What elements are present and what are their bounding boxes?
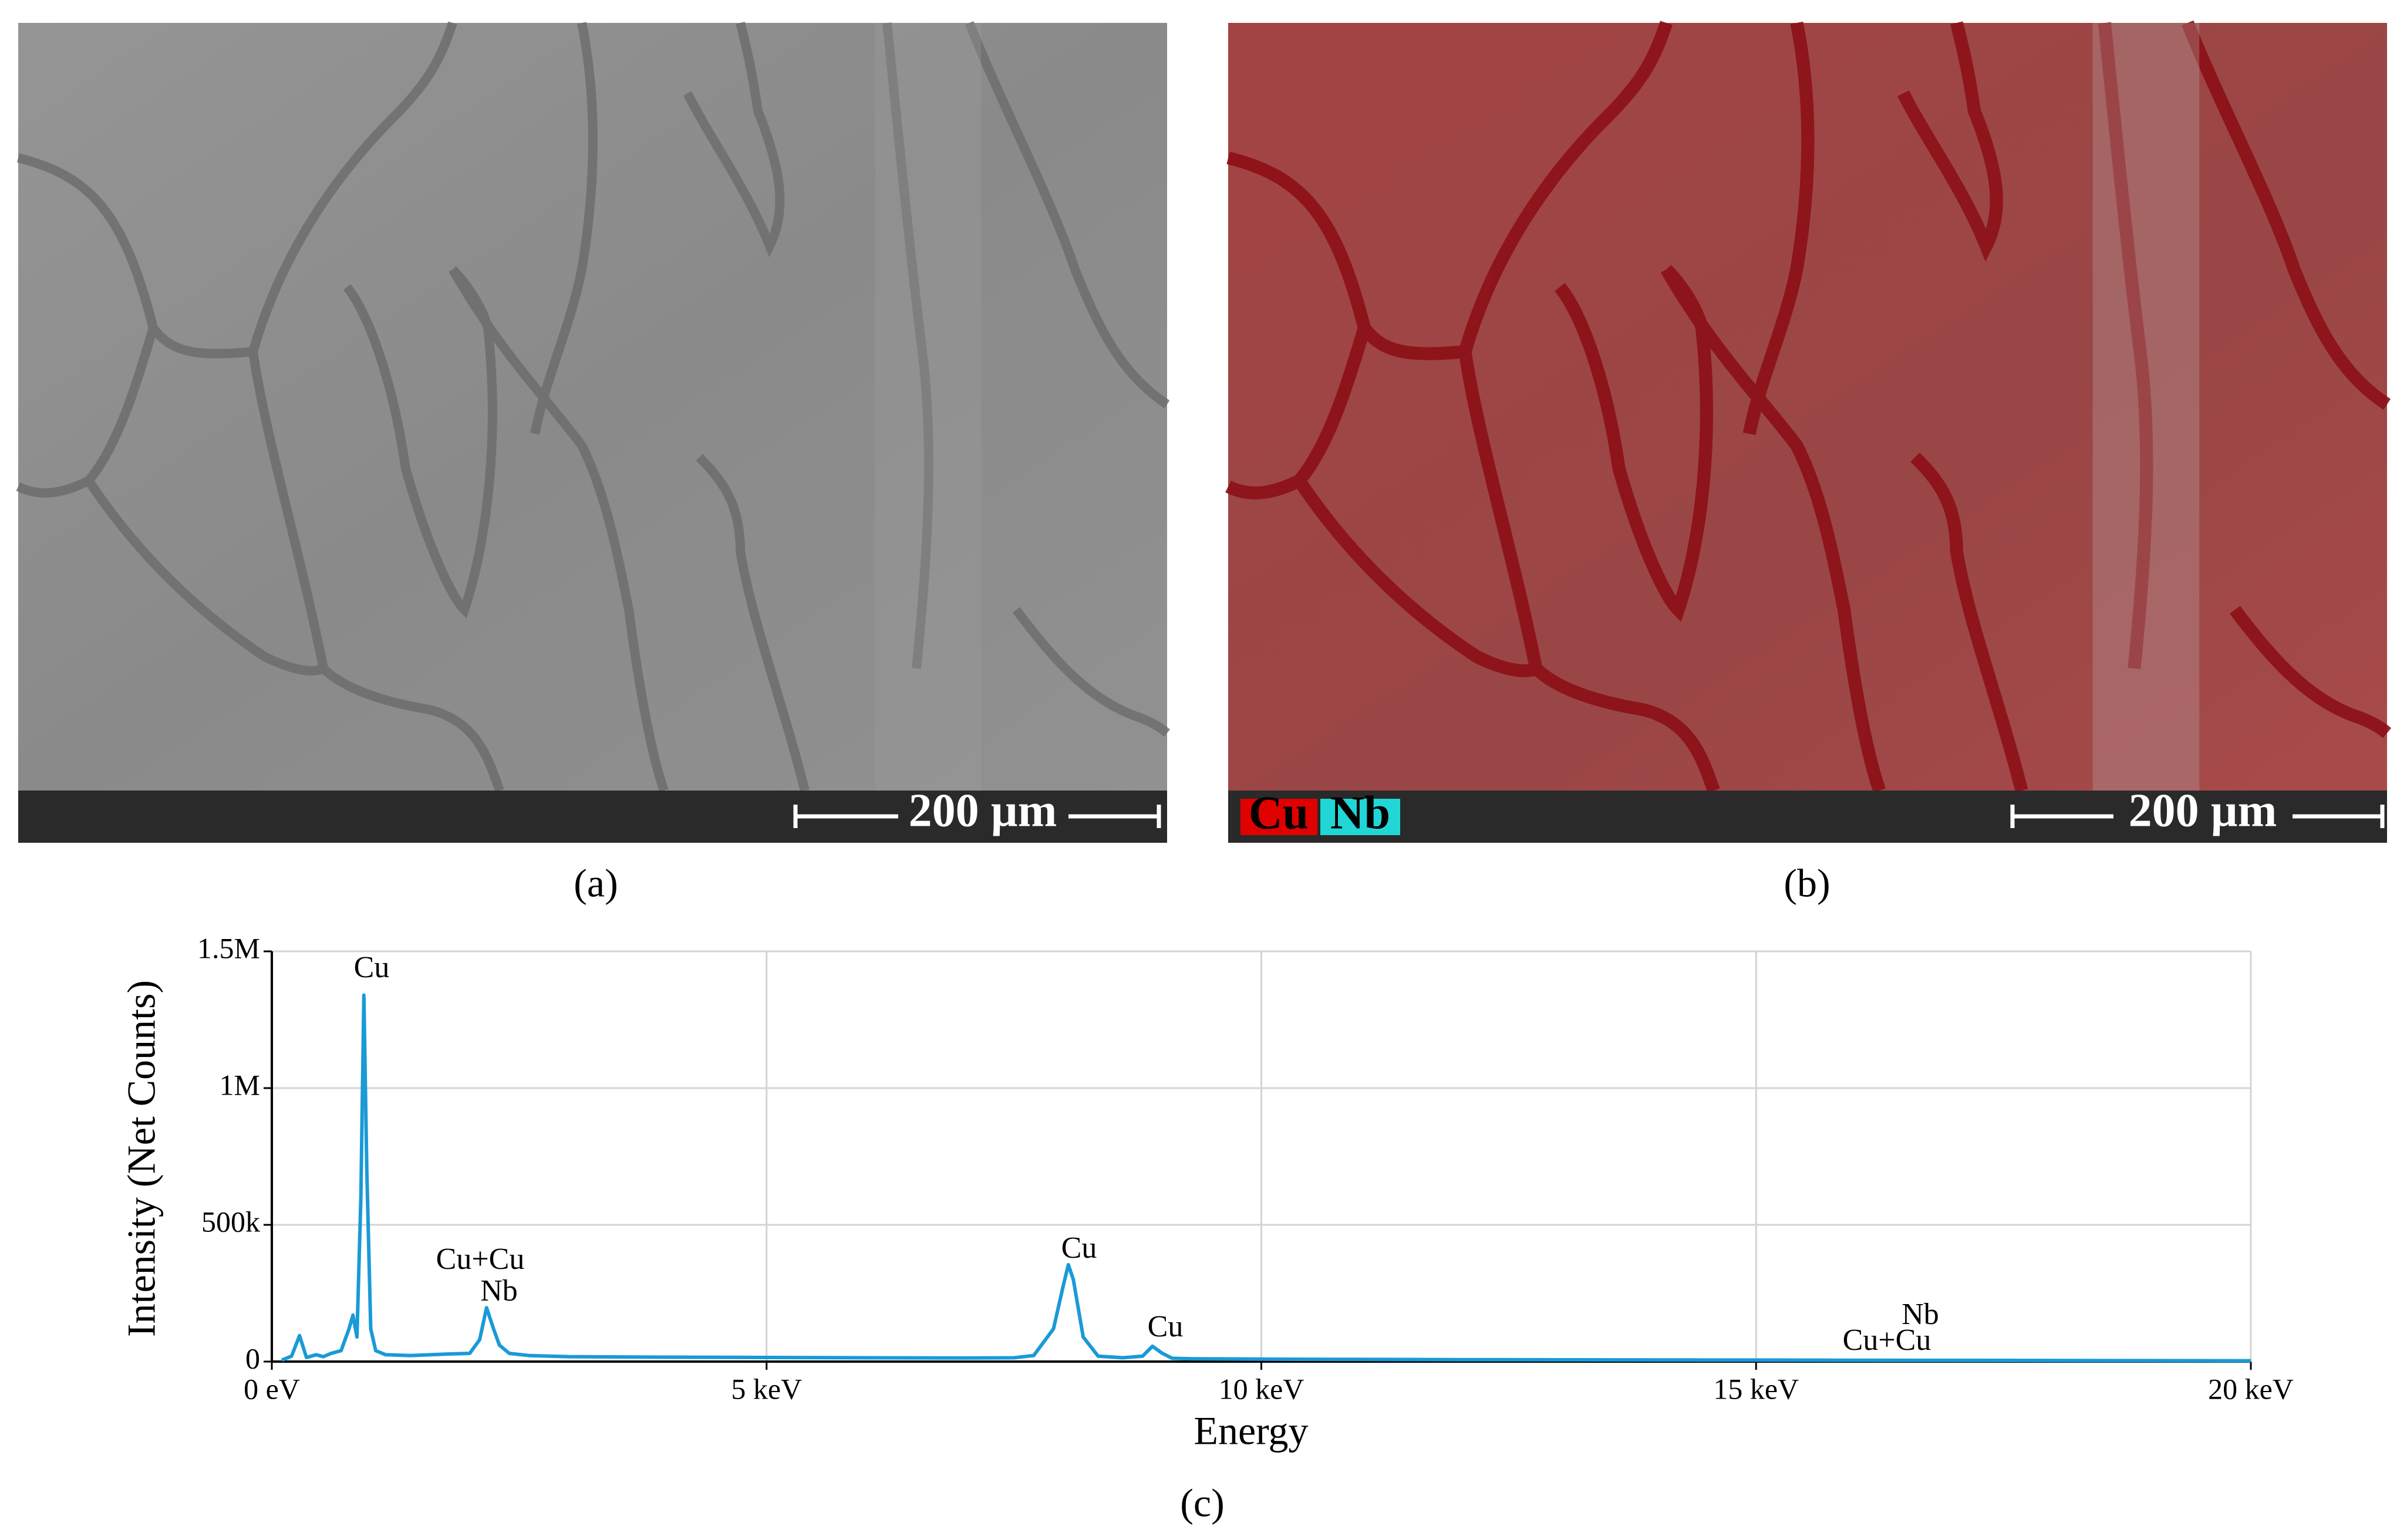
- scale-bar-label: 200 µm: [909, 785, 1057, 836]
- streak: [2092, 23, 2200, 791]
- info-bar: [1228, 791, 2387, 843]
- peak-label: Cu+Cu: [436, 1242, 525, 1276]
- scale-bar-label: 200 µm: [2129, 785, 2277, 836]
- x-tick-label: 20 keV: [2208, 1372, 2294, 1405]
- legend-swatch: [1240, 799, 1317, 835]
- panel-label: (c): [1180, 1481, 1224, 1525]
- info-bar: [18, 791, 1167, 843]
- legend-label: Nb: [1330, 787, 1390, 839]
- micrograph-a: [18, 23, 1167, 791]
- peak-label: Cu+Cu: [1843, 1323, 1931, 1357]
- streak: [875, 23, 981, 791]
- y-tick-label: 1.5M: [197, 931, 260, 964]
- panel-label: (b): [1784, 861, 1830, 906]
- spectrum-line: [281, 993, 2251, 1363]
- y-axis-title: Intensity (Net Counts): [119, 980, 164, 1337]
- peak-label: Nb: [480, 1274, 518, 1308]
- y-tick-label: 0: [245, 1342, 260, 1374]
- legend-swatch: [1320, 799, 1400, 835]
- x-tick-label: 10 keV: [1219, 1372, 1304, 1405]
- y-tick-label: 500k: [201, 1205, 260, 1238]
- spectrum-plot: 0 500k 1M 1.5M 0 eV 5 keV 10 keV 15 keV 20 keV Cu…: [197, 931, 2294, 1405]
- x-tick-label: 15 keV: [1713, 1372, 1799, 1405]
- x-tick-label: 5 keV: [731, 1372, 802, 1405]
- peak-label: Nb: [1902, 1298, 1939, 1331]
- x-tick-label: 0 eV: [244, 1372, 300, 1405]
- y-tick-label: 1M: [220, 1068, 260, 1101]
- peak-label: Cu: [354, 951, 390, 984]
- micrograph-b: [1228, 23, 2387, 791]
- peak-label: Cu: [1061, 1231, 1097, 1265]
- legend-label: Cu: [1249, 787, 1309, 839]
- x-axis-title: Energy: [1194, 1409, 1308, 1453]
- panel-label: (a): [574, 861, 618, 906]
- peak-label: Cu: [1148, 1310, 1184, 1343]
